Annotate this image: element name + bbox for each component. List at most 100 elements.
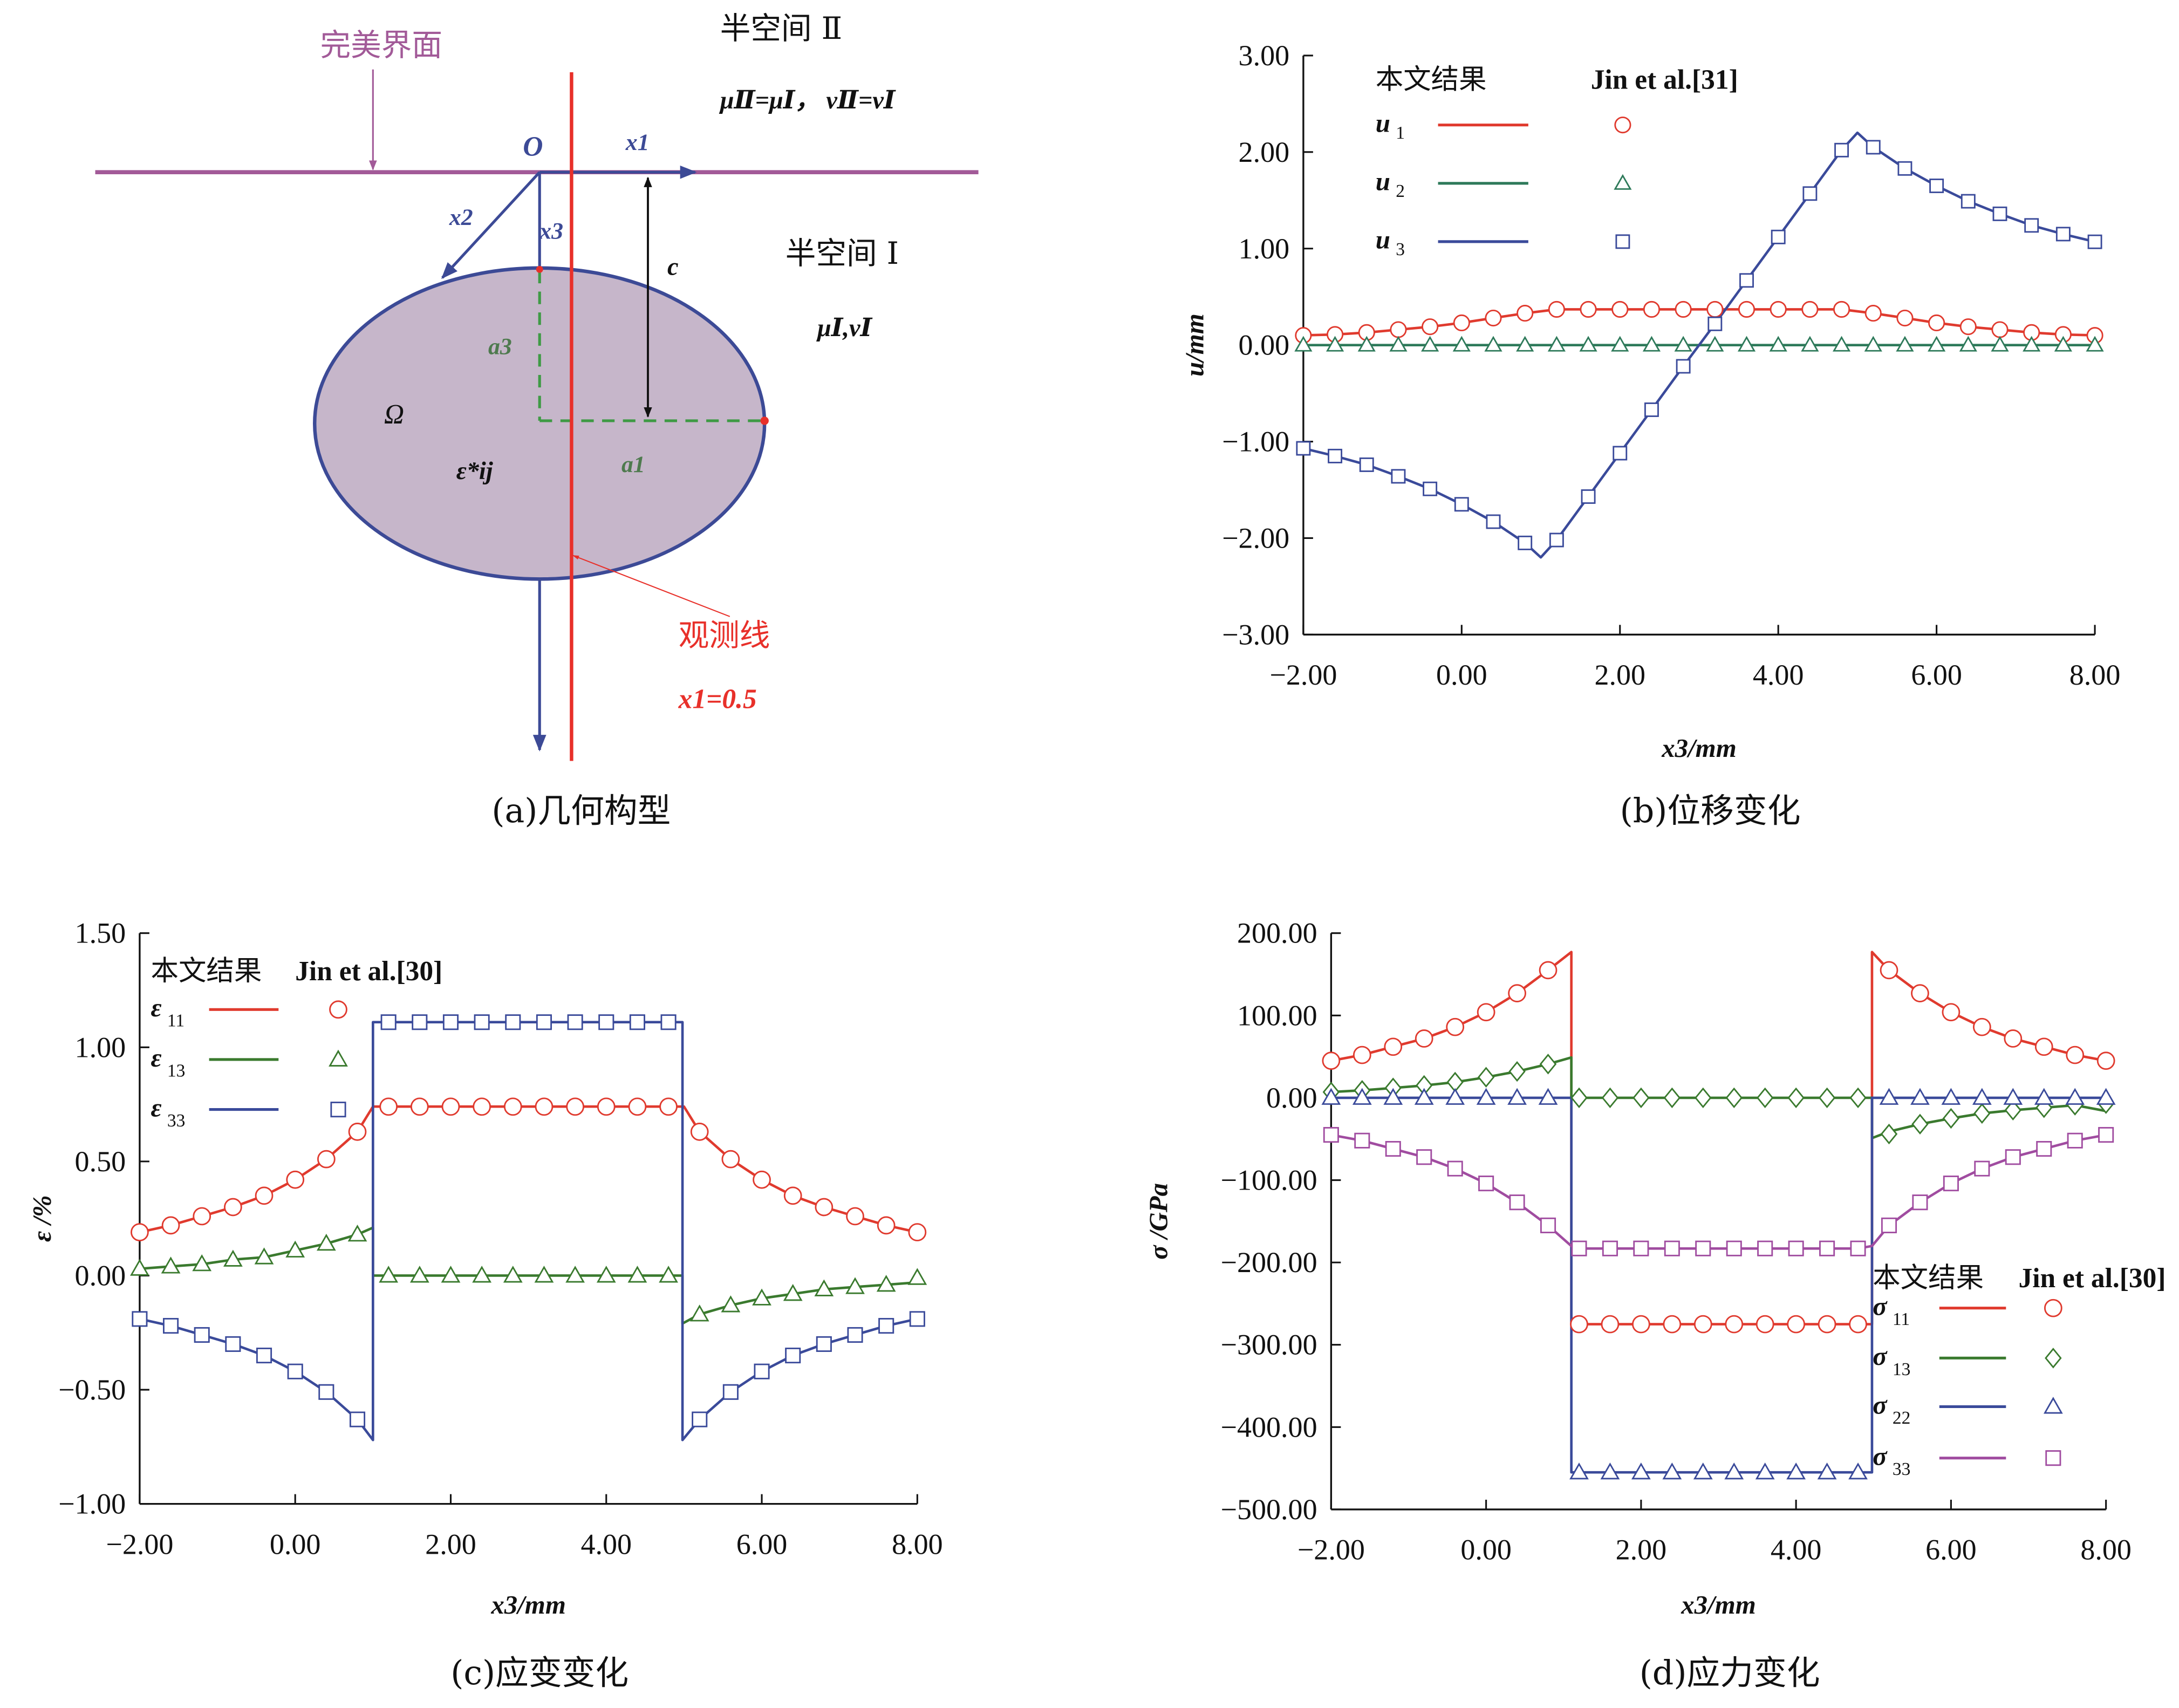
x-tick-label: 2.00 — [425, 1528, 476, 1560]
legend-label-σ11: σ 11 — [1873, 1292, 1910, 1330]
data-point-ε33 — [474, 1014, 490, 1030]
data-point-ε11 — [255, 1186, 274, 1205]
legend-marker-ε13 — [329, 1049, 348, 1067]
x2-label: x2 — [449, 204, 473, 230]
data-point-σ13 — [1942, 1108, 1960, 1129]
data-point-ε13 — [752, 1288, 771, 1306]
panel-a-caption: (a)几何构型 — [491, 791, 671, 830]
data-point-σ22 — [1724, 1462, 1744, 1480]
data-point-σ22 — [1848, 1462, 1868, 1480]
panel-b-displacement-chart: 3.00 2.00 1.00 0.00 −1.00 −2.00 −3.00 −2.00 0.00… — [1180, 39, 2121, 830]
legend-label-σ13: σ 13 — [1873, 1341, 1910, 1379]
data-point-σ13 — [1973, 1103, 1991, 1124]
data-point-u1 — [1864, 305, 1882, 322]
x3-label: x3 — [539, 218, 563, 244]
data-point-σ11 — [1632, 1315, 1650, 1334]
data-point-σ13 — [1818, 1087, 1836, 1109]
panel-caption: (c)应变变化 — [450, 1654, 629, 1692]
observation-line-value: x1=0.5 — [678, 684, 757, 715]
data-point-u2 — [1801, 336, 1819, 352]
data-point-u2 — [1959, 336, 1977, 352]
data-point-u2 — [1769, 336, 1787, 352]
series-line-σ11 — [1330, 951, 2107, 1326]
data-point-σ13 — [1508, 1061, 1526, 1082]
data-point-u1 — [1453, 314, 1470, 332]
data-point-ε33 — [878, 1318, 894, 1334]
data-point-σ11 — [2096, 1051, 2115, 1070]
y-tick-label: 0.00 — [1239, 329, 1290, 361]
data-point-σ11 — [1942, 1003, 1961, 1022]
data-point-σ33 — [1819, 1240, 1835, 1256]
x-axis-label: x3/mm — [1681, 1590, 1756, 1620]
data-point-ε11 — [348, 1123, 367, 1141]
data-point-u3 — [1581, 489, 1596, 504]
data-point-ε11 — [877, 1216, 896, 1235]
data-point-u1 — [1611, 300, 1629, 318]
data-point-σ13 — [1880, 1123, 1898, 1145]
data-point-u3 — [1739, 273, 1754, 288]
data-point-u2 — [2086, 336, 2104, 352]
x-tick-label: 8.00 — [2080, 1534, 2132, 1566]
y-tick-label: −400.00 — [1221, 1411, 1317, 1443]
data-point-σ11 — [1353, 1046, 1371, 1064]
data-point-u2 — [1389, 336, 1408, 352]
legend-subscript: 33 — [1893, 1459, 1910, 1479]
right-vertex-dot — [760, 416, 769, 425]
data-point-σ33 — [1447, 1160, 1463, 1177]
a3-label: a3 — [488, 333, 512, 359]
y-axis-label: σ /GPa — [1144, 1183, 1173, 1260]
data-point-ε33 — [132, 1311, 148, 1327]
data-point-u3 — [1992, 206, 2007, 221]
x-tick-label: −2.00 — [1269, 659, 1337, 691]
data-point-σ13 — [1911, 1113, 1929, 1135]
legend-subscript: 13 — [167, 1061, 185, 1081]
x-axis-label: x3/mm — [1661, 733, 1737, 763]
data-point-ε33 — [442, 1014, 459, 1030]
y-tick-label: −1.00 — [58, 1488, 126, 1520]
data-point-ε33 — [194, 1327, 210, 1343]
legend-label-ε13: ε 13 — [151, 1043, 185, 1081]
y-tick-label: 0.00 — [75, 1259, 126, 1292]
depth-c-label: c — [667, 254, 679, 281]
y-tick-label: 0.50 — [75, 1145, 126, 1178]
legend: 本文结果 Jin et al.[31] u 1 u 2 u 3 — [1376, 64, 1738, 259]
interface-label: 完美界面 — [320, 28, 442, 63]
data-point-u3 — [1486, 514, 1501, 529]
data-point-u2 — [1896, 336, 1914, 352]
data-point-σ11 — [1601, 1315, 1620, 1334]
data-point-ε13 — [659, 1266, 678, 1283]
panel-caption: (b)位移变化 — [1620, 791, 1801, 830]
y-tick-label: −200.00 — [1221, 1246, 1317, 1279]
data-point-ε33 — [909, 1311, 925, 1327]
data-point-u1 — [1738, 300, 1756, 318]
series-line-σ22 — [1331, 1096, 2106, 1474]
x-tick-label: 0.00 — [270, 1528, 321, 1560]
data-point-u3 — [1707, 316, 1723, 331]
data-point-u3 — [1296, 441, 1311, 456]
data-point-u1 — [1991, 321, 2009, 338]
y-tick-label: 1.00 — [1239, 233, 1290, 265]
data-point-ε11 — [535, 1097, 554, 1116]
data-point-σ11 — [1322, 1051, 1341, 1070]
data-point-σ33 — [2098, 1127, 2114, 1143]
legend-header-reference: Jin et al.[30] — [2018, 1263, 2166, 1294]
data-point-u3 — [1518, 535, 1533, 550]
data-point-ε13 — [441, 1266, 461, 1283]
data-point-u2 — [1579, 336, 1597, 352]
data-point-u3 — [2055, 227, 2071, 242]
data-point-σ11 — [1693, 1315, 1712, 1334]
data-point-ε11 — [503, 1097, 522, 1116]
data-point-σ22 — [2003, 1088, 2023, 1105]
data-point-ε33 — [318, 1384, 334, 1400]
legend-subscript: 11 — [1893, 1309, 1910, 1329]
data-point-ε33 — [785, 1348, 801, 1364]
data-point-σ22 — [1383, 1088, 1403, 1105]
data-point-u3 — [1328, 448, 1343, 463]
series-line-ε13 — [139, 1226, 918, 1325]
y-tick-label: 1.50 — [75, 917, 126, 949]
data-point-ε11 — [690, 1123, 709, 1141]
data-point-ε11 — [815, 1198, 834, 1217]
data-point-σ22 — [1445, 1088, 1465, 1105]
data-point-u1 — [1928, 314, 1945, 332]
